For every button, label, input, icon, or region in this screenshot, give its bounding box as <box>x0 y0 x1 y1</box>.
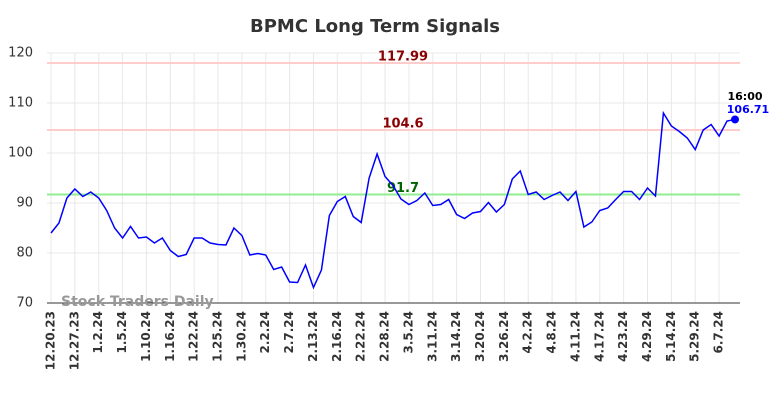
x-tick-label: 2.22.24 <box>354 311 368 362</box>
x-tick-label: 3.11.24 <box>425 311 439 362</box>
x-tick-label: 4.17.24 <box>592 311 606 362</box>
chart-title: BPMC Long Term Signals <box>250 16 500 37</box>
x-tick-label: 4.11.24 <box>568 311 582 362</box>
x-tick-label: 2.16.24 <box>330 311 344 362</box>
x-tick-label: 1.2.24 <box>91 311 105 354</box>
x-tick-label: 2.7.24 <box>282 311 296 354</box>
x-tick-label: 3.5.24 <box>401 311 415 354</box>
x-tick-label: 1.22.24 <box>187 311 201 362</box>
x-tick-label: 5.29.24 <box>688 311 702 362</box>
x-tick-label: 4.8.24 <box>545 311 559 354</box>
x-tick-label: 1.10.24 <box>139 311 153 362</box>
x-tick-label: 1.5.24 <box>115 311 129 354</box>
x-tick-label: 4.29.24 <box>640 311 654 362</box>
x-tick-label: 12.20.23 <box>44 311 58 370</box>
watermark: Stock Traders Daily <box>61 294 214 310</box>
x-tick-label: 3.26.24 <box>497 311 511 362</box>
signal-label: 104.6 <box>382 117 423 132</box>
signal-label: 117.99 <box>378 50 428 65</box>
signal-label: 91.7 <box>387 181 419 196</box>
x-tick-label: 3.20.24 <box>473 311 487 362</box>
y-tick-label: 90 <box>16 196 33 211</box>
x-tick-label: 1.25.24 <box>211 311 225 362</box>
y-tick-label: 70 <box>16 296 33 311</box>
price-line <box>50 110 736 290</box>
y-tick-label: 110 <box>8 96 33 111</box>
x-tick-label: 3.14.24 <box>449 311 463 362</box>
x-tick-label: 2.2.24 <box>258 311 272 354</box>
x-tick-label: 5.14.24 <box>664 311 678 362</box>
last-time: 16:00 <box>727 90 762 103</box>
x-tick-label: 4.23.24 <box>616 311 630 362</box>
x-tick-label: 12.27.23 <box>67 311 81 370</box>
last-point <box>731 115 739 124</box>
y-tick-label: 100 <box>8 146 33 161</box>
x-tick-label: 1.16.24 <box>163 311 177 362</box>
x-tick-label: 4.2.24 <box>521 311 535 354</box>
x-tick-label: 2.28.24 <box>378 311 392 362</box>
last-value: 106.71 <box>727 103 769 116</box>
y-tick-label: 80 <box>16 246 33 261</box>
x-tick-label: 6.7.24 <box>712 311 726 354</box>
x-tick-label: 1.30.24 <box>234 311 248 362</box>
x-tick-label: 2.13.24 <box>306 311 320 362</box>
y-tick-label: 120 <box>8 46 33 61</box>
